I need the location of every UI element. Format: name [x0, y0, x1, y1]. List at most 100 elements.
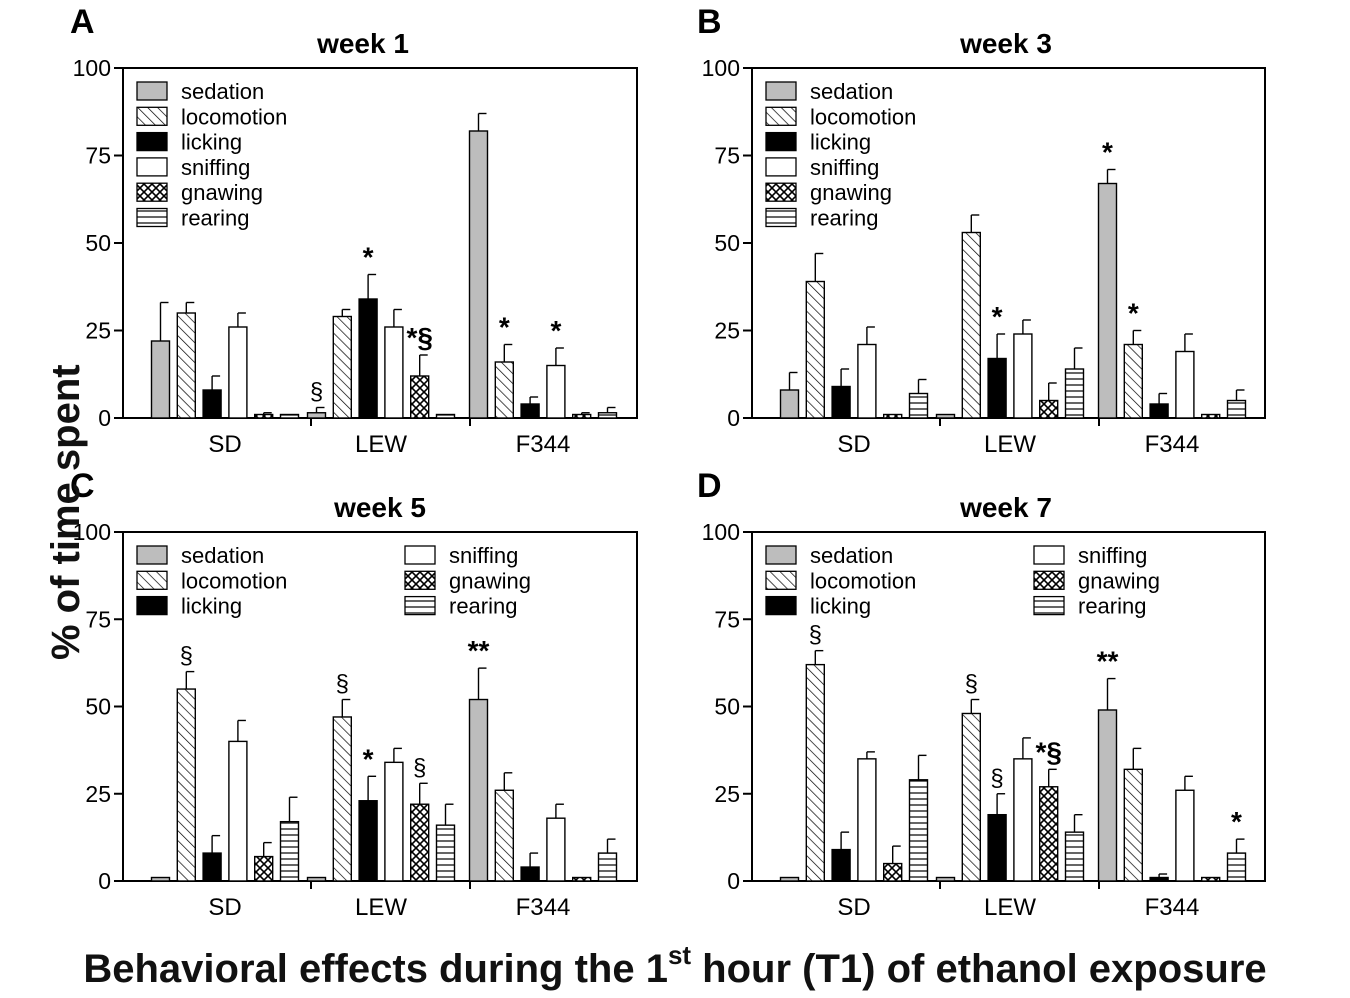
x-category-label: LEW	[355, 894, 407, 921]
legend-label-sedation: sedation	[810, 543, 893, 568]
y-tick-label: 25	[85, 781, 111, 807]
x-axis-label-pre: Behavioral effects during the 1	[83, 947, 668, 991]
legend-label-sniffing: sniffing	[810, 155, 879, 180]
x-category-label: LEW	[984, 431, 1036, 458]
legend-label-rearing: rearing	[810, 206, 878, 231]
bar-locomotion	[176, 312, 197, 419]
legend-swatch-licking	[136, 595, 168, 616]
y-tick-label: 75	[714, 606, 740, 632]
bar-sniffing	[857, 758, 877, 882]
bar-rearing	[1064, 368, 1085, 419]
y-tick-label: 75	[85, 606, 111, 632]
legend-swatch-licking	[765, 595, 797, 616]
bar-gnawing	[572, 876, 592, 882]
legend-swatch-sniffing	[1033, 545, 1065, 565]
panel-letter: D	[697, 467, 722, 505]
bar-gnawing	[883, 413, 903, 419]
bar-licking	[202, 389, 222, 419]
legend-label-sniffing: sniffing	[181, 155, 250, 180]
bar-sedation	[1097, 709, 1118, 882]
bar-locomotion	[805, 280, 825, 419]
bar-locomotion	[961, 712, 981, 882]
legend-label-gnawing: gnawing	[810, 180, 892, 205]
legend-swatch-gnawing	[136, 182, 168, 202]
x-category-label: SD	[837, 431, 870, 458]
bar-sedation	[1097, 182, 1118, 419]
y-tick-label: 0	[727, 405, 740, 431]
significance-mark: §	[336, 671, 349, 698]
bar-sedation	[306, 876, 327, 882]
bar-licking	[358, 800, 378, 882]
y-tick-label: 50	[85, 230, 111, 256]
bar-gnawing	[410, 803, 430, 882]
legend-label-gnawing: gnawing	[449, 568, 531, 593]
legend-swatch-locomotion	[765, 570, 797, 590]
panel-letter: A	[70, 3, 95, 41]
significance-mark: *	[499, 312, 510, 343]
bar-sedation	[150, 340, 171, 419]
bar-rearing	[908, 392, 929, 419]
legend-label-sedation: sedation	[810, 79, 893, 104]
y-tick-label: 0	[727, 868, 740, 894]
legend-label-sedation: sedation	[181, 543, 264, 568]
y-tick-label: 50	[714, 694, 740, 720]
bar-rearing	[597, 852, 618, 882]
bar-gnawing	[883, 862, 903, 882]
legend-swatch-sedation	[136, 81, 168, 101]
legend-label-gnawing: gnawing	[1078, 568, 1160, 593]
x-axis-label-global: Behavioral effects during the 1st hour (…	[0, 940, 1350, 992]
bar-sedation	[779, 876, 800, 882]
legend-swatch-sedation	[765, 545, 797, 565]
legend-label-rearing: rearing	[181, 206, 249, 231]
legend-label-licking: licking	[810, 594, 871, 619]
legend: sedationlocomotionlickingsniffinggnawing…	[136, 79, 287, 231]
legend-label-licking: licking	[181, 594, 242, 619]
y-axis-label-global: % of time spent	[4, 364, 88, 660]
bar-rearing	[908, 779, 929, 882]
bar-gnawing	[253, 413, 274, 419]
bar-locomotion	[332, 716, 352, 882]
significance-mark: *	[363, 743, 374, 774]
bar-locomotion	[805, 663, 825, 882]
bar-rearing	[279, 413, 300, 419]
y-tick-label: 50	[714, 230, 740, 256]
significance-mark: §	[990, 765, 1003, 792]
bar-sniffing	[1175, 789, 1195, 882]
y-tick-label: 25	[85, 318, 111, 344]
significance-mark: *	[992, 301, 1003, 332]
bar-licking	[520, 403, 540, 419]
legend-swatch-sedation	[136, 545, 168, 565]
significance-mark: §	[809, 622, 822, 649]
significance-mark: §	[310, 379, 323, 406]
y-axis-label-text: % of time spent	[44, 364, 88, 660]
bar-sniffing	[384, 761, 404, 882]
bar-gnawing	[253, 855, 274, 882]
panel-title: week 1	[316, 28, 409, 59]
y-tick-label: 100	[702, 55, 740, 81]
legend-swatch-gnawing	[404, 570, 436, 590]
panel-title: week 5	[333, 492, 426, 523]
legend-swatch-rearing	[1033, 595, 1065, 616]
bar-sniffing	[228, 740, 248, 882]
bar-sedation	[935, 413, 956, 419]
significance-mark: *	[1231, 806, 1242, 837]
legend-swatch-locomotion	[765, 106, 797, 126]
legend: sedationlocomotionlickingsniffinggnawing…	[136, 543, 531, 619]
legend-swatch-gnawing	[765, 182, 797, 202]
x-category-label: LEW	[355, 431, 407, 458]
bar-sedation	[150, 876, 171, 882]
significance-mark: **	[1097, 646, 1119, 677]
y-tick-label: 75	[85, 143, 111, 169]
bar-sedation	[306, 412, 327, 419]
x-category-label: F344	[1145, 894, 1200, 921]
x-category-label: SD	[208, 431, 241, 458]
bar-sniffing	[1013, 758, 1033, 882]
bar-rearing	[1226, 852, 1247, 882]
legend-swatch-rearing	[765, 207, 797, 228]
bar-gnawing	[410, 375, 430, 419]
legend-label-licking: licking	[181, 130, 242, 155]
bar-gnawing	[1200, 876, 1221, 882]
